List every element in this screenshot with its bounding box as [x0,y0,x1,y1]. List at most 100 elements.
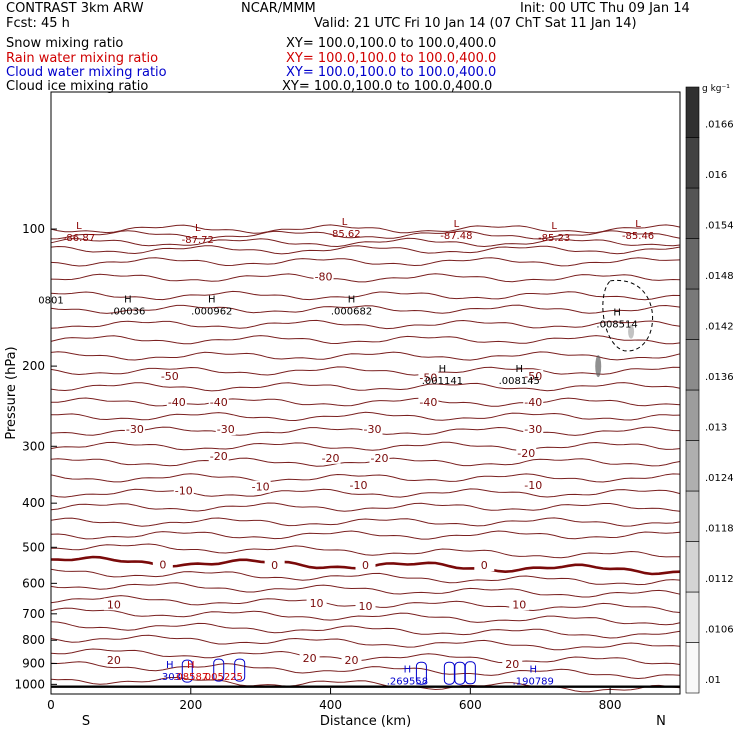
contour-label-bg [341,653,362,666]
extremum-value: .000682 [331,307,372,318]
colorbar-tick-label: .0118 [705,524,734,535]
temperature-contour-line [50,441,681,451]
temperature-contour-line [50,473,681,483]
contour-label: -20 [517,447,535,460]
temperature-contour-line [50,488,681,498]
extremum-value: -85.46 [622,231,654,242]
colorbar-swatch [685,137,700,189]
temperature-contour-line [50,621,681,639]
contour-label-bg [250,480,271,493]
contour-label: 10 [359,600,373,613]
extremum-mark: L [635,219,641,230]
valid-time: Valid: 21 UTC Fri 10 Jan 14 (07 ChT Sat … [314,16,637,31]
extremum-value: .008145 [499,376,540,387]
contour-label: 20 [345,654,359,667]
field-label-snow: Snow mixing ratio [6,36,124,51]
temperature-contour-line [50,517,681,527]
colorbar-swatch [685,541,700,593]
temperature-contour-line [50,351,681,361]
contour-label-bg [152,558,173,571]
forecast-hour: Fcst: 45 h [6,16,70,31]
temperature-contour-line [51,543,680,559]
contour-label-bg [523,369,544,382]
contour-label-bg [166,396,187,409]
contour-label: -10 [252,481,270,494]
contour-label-bg [313,270,334,283]
colorbar-unit: g kg⁻¹ [702,84,730,94]
contour-label-bg [355,559,376,572]
contour-label: -40 [210,396,228,409]
y-tick-label: 800 [22,633,45,647]
colorbar-swatch [685,490,700,542]
extremum-mark: H [348,295,356,306]
center-name: NCAR/MMM [241,1,316,16]
extremum-mark: L [195,223,201,234]
contour-label: -40 [419,396,437,409]
extremum-value: .303 [159,672,181,683]
contour-label: 20 [303,652,317,665]
colorbar-swatch [685,389,700,441]
temperature-contours [50,224,681,693]
contour-label: -10 [175,484,193,497]
extremum-value: .001141 [422,376,463,387]
colorbar-tick-label: .0166 [705,120,734,131]
contour-label: -40 [524,396,542,409]
contour-label: 10 [512,598,526,611]
contour-label-bg [124,423,145,436]
colorbar-tick-label: .0154 [705,221,734,232]
temperature-contour-line [50,634,681,651]
extremum-value: -85.23 [538,233,570,244]
x-axis-label: Distance (km) [320,714,411,729]
cloud-water-contour [454,661,466,685]
contour-label: -20 [370,452,388,465]
temperature-contour-line [50,304,681,314]
x-tick-label: 600 [459,698,482,712]
temperature-contour-line [50,273,681,283]
contour-label-bg [369,451,390,464]
contour-label-bg [523,396,544,409]
extremum-mark: H [404,664,412,675]
temperature-contour-line [50,582,681,598]
contour-labels: -80 -50 -50 -50 -40 -40 -40 -40 -30 -30 -30 -30 -20 -… [103,270,544,671]
contour-label: -30 [524,423,542,436]
extremum-mark: H [439,364,447,375]
colorbar-swatch [685,187,700,239]
extremum-value: .008514 [596,320,637,331]
y-tick-label: 900 [22,657,45,671]
contour-label: -30 [217,423,235,436]
x-tick-label: 200 [179,698,202,712]
cloud-water-contour [213,658,225,682]
colorbar-tick-label: .0106 [705,625,734,636]
y-tick-label: 600 [22,576,45,590]
contour-label: 0 [159,558,166,571]
temperature-contour-line [50,595,681,613]
colorbar-swatch [685,440,700,492]
contour-label: -10 [350,479,368,492]
extremum-mark: L [551,221,557,232]
contour-label-bg [103,598,124,611]
colorbar: .01 .0106 .0112 .0118 .0124 .013 .0136 .0142 .01… [685,84,734,694]
temperature-contour-line [50,237,681,248]
x-tick-label: 800 [599,698,622,712]
field-xy-cloud-ice: XY= 100.0,100.0 to 100.0,400.0 [282,79,493,94]
contour-label-bg [159,369,180,382]
temperature-contour-line [50,319,681,330]
contour-label: 20 [505,658,519,671]
extremum-mark: H [208,295,216,306]
cloud-water-contour [443,661,455,685]
contour-label: -50 [419,372,437,385]
plot-frame [50,91,681,695]
y-axis-label: Pressure (hPa) [4,346,19,439]
extremum-value: .269558 [387,676,428,687]
plot-border [50,91,681,695]
contour-label: 0 [271,559,278,572]
cloud-water-contour [464,661,476,685]
extremum-value: .005225 [202,672,243,683]
temperature-contour-line [50,397,681,407]
contour-label: -50 [161,370,179,383]
contour-label-bg [418,396,439,409]
contour-label-bg [103,653,124,666]
extremum-value: -87.48 [440,231,472,242]
colorbar-tick-label: .0112 [705,574,734,585]
